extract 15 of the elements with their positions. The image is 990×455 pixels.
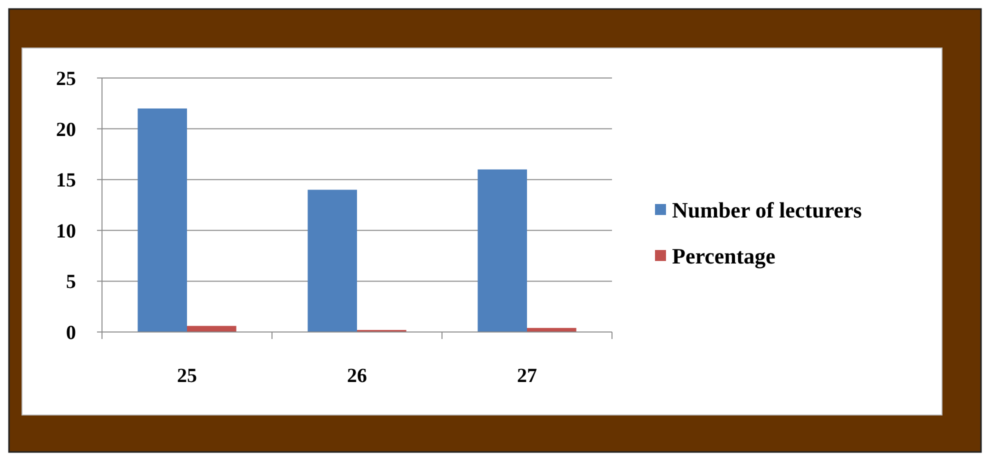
x-tick-label: 26 [347,365,367,387]
bar [478,169,527,332]
x-tick-label: 25 [177,365,197,387]
y-tick-label: 25 [56,68,76,90]
y-tick-label: 15 [56,170,76,192]
y-tick-label: 5 [66,271,76,294]
bar [138,108,187,332]
bar [187,326,236,332]
y-tick-label: 0 [66,322,76,344]
legend-label: Percentage [672,244,776,269]
bar [308,190,357,332]
y-tick-label: 10 [56,220,76,242]
y-tick-label: 20 [56,118,76,141]
x-tick-label: 27 [517,365,537,387]
legend-label: Number of lecturers [672,198,862,223]
